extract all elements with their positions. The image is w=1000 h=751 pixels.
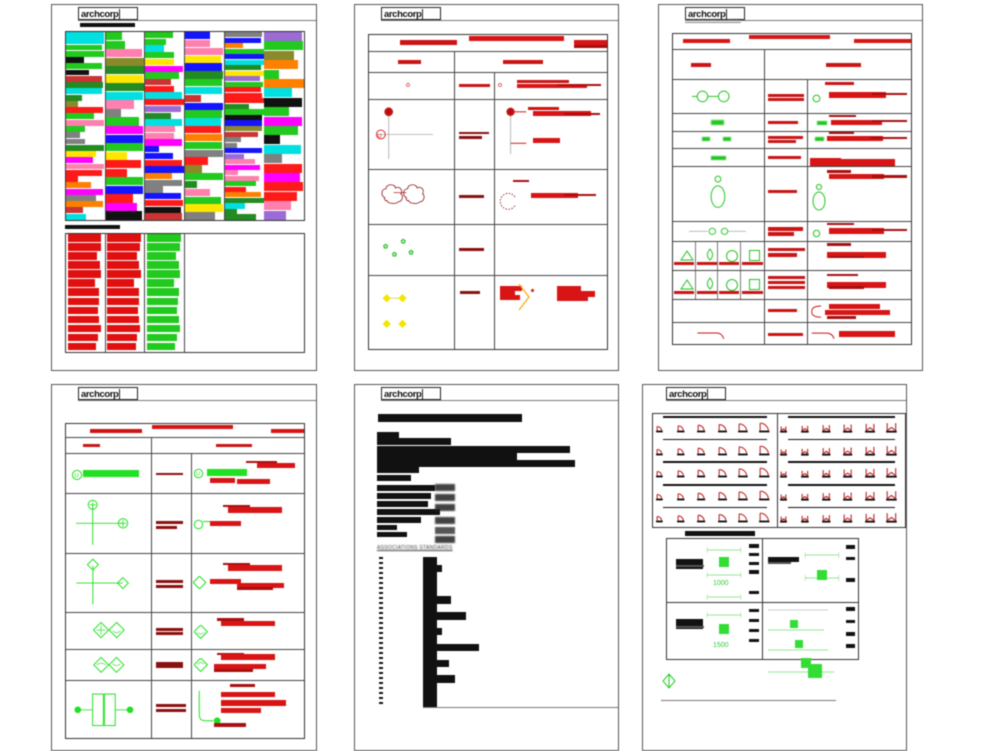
- svg-text:✿: ✿: [383, 244, 388, 251]
- svg-text:1000: 1000: [713, 580, 729, 587]
- svg-text:✿: ✿: [401, 239, 406, 246]
- svg-text:U: U: [377, 133, 381, 139]
- svg-text:✿: ✿: [392, 251, 397, 258]
- svg-text:U: U: [74, 473, 78, 479]
- svg-text:1500: 1500: [713, 642, 729, 649]
- svg-text:✿: ✿: [408, 249, 413, 256]
- svg-text:U: U: [196, 472, 200, 478]
